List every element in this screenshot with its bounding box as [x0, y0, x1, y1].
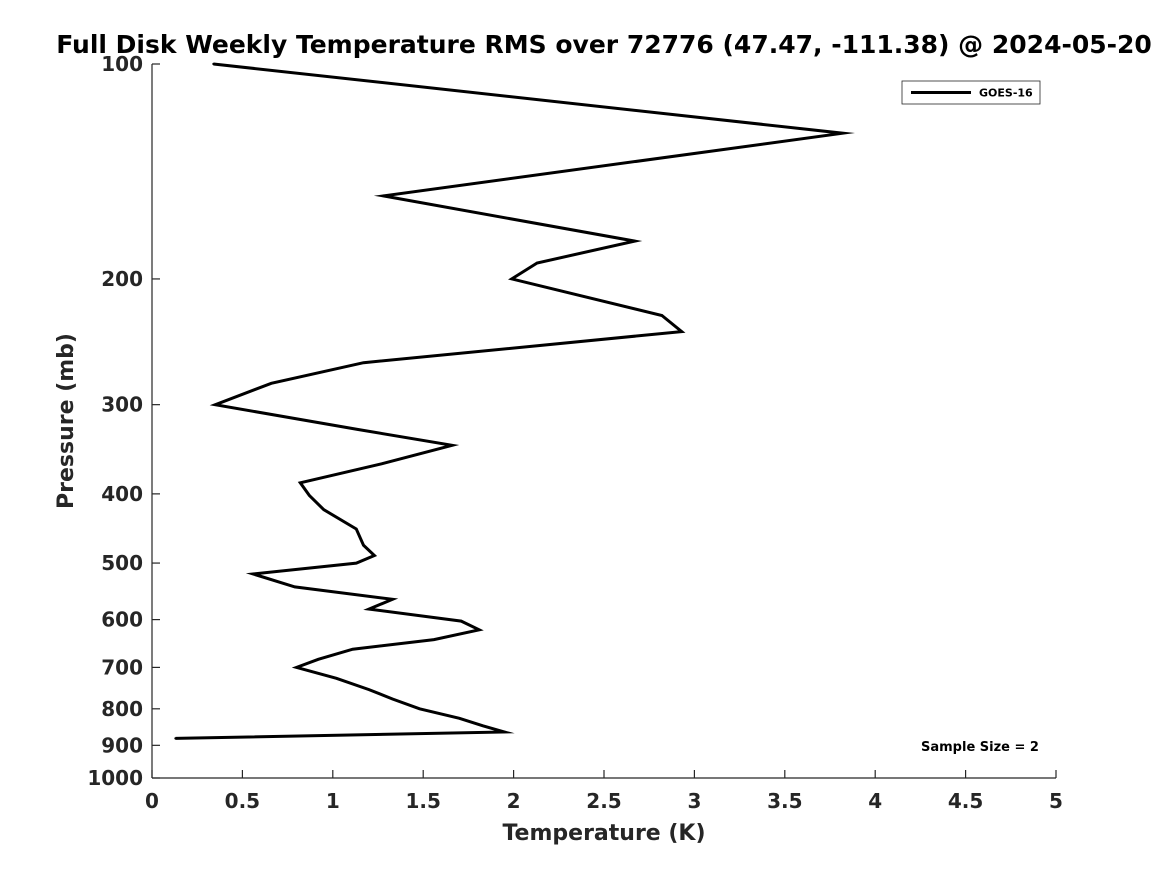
data-point	[355, 561, 358, 565]
data-point	[382, 194, 385, 198]
data-point	[458, 717, 461, 720]
data-point	[391, 697, 394, 701]
data-point	[503, 730, 506, 734]
x-axis-label: Temperature (K)	[502, 821, 705, 846]
data-point	[481, 724, 485, 727]
data-point	[418, 707, 421, 710]
data-point	[299, 481, 302, 484]
x-ticks: 0 0.5 1 1.5 2 2.5 3 3.5 4 4.5 5	[145, 770, 1063, 813]
x-tick-label: 2.5	[586, 789, 621, 813]
data-point	[380, 462, 383, 465]
x-tick-label: 3	[687, 789, 701, 813]
data-point	[351, 648, 354, 651]
data-point	[362, 544, 365, 547]
legend-label-goes-16: GOES-16	[979, 87, 1033, 100]
y-tick-label: 900	[101, 733, 143, 757]
x-tick-label: 1.5	[405, 789, 440, 813]
x-tick-label: 2	[507, 789, 521, 813]
data-point	[214, 403, 217, 406]
data-point	[680, 330, 683, 333]
data-point	[841, 132, 844, 135]
data-point	[252, 572, 255, 576]
y-tick-label: 1000	[87, 766, 143, 790]
data-point	[373, 554, 376, 557]
data-point	[212, 62, 215, 66]
data-point	[510, 277, 513, 281]
x-tick-label: 5	[1049, 789, 1063, 813]
y-tick-label: 600	[101, 608, 143, 632]
sample-size-annotation: Sample Size = 2	[921, 740, 1039, 755]
y-tick-label: 400	[101, 482, 143, 506]
data-point	[660, 314, 664, 317]
data-point	[308, 494, 311, 497]
data-point	[432, 638, 436, 641]
data-point	[367, 688, 371, 691]
legend: GOES-16	[901, 80, 1041, 105]
x-tick-label: 4.5	[948, 789, 983, 813]
data-point	[460, 619, 463, 623]
data-point	[367, 607, 371, 611]
y-axis-label: Pressure (mb)	[54, 333, 79, 509]
series-layer	[174, 62, 855, 740]
chart-title: Full Disk Weekly Temperature RMS over 72…	[56, 30, 1152, 59]
data-point	[295, 666, 298, 669]
data-point	[270, 382, 273, 385]
x-tick-label: 3.5	[767, 789, 802, 813]
x-tick-label: 1	[326, 789, 340, 813]
y-tick-label: 100	[101, 52, 143, 76]
data-point	[478, 628, 481, 631]
x-tick-label: 0	[145, 789, 159, 813]
y-ticks: 100 200 300 400 500 600 700 800 900 1000	[87, 52, 160, 790]
data-point	[362, 361, 365, 364]
y-tick-label: 200	[101, 267, 143, 291]
x-tick-label: 0.5	[225, 789, 260, 813]
data-point	[633, 239, 636, 243]
data-point	[322, 508, 325, 511]
data-point	[293, 585, 296, 589]
x-tick-label: 4	[868, 789, 882, 813]
data-point	[317, 658, 320, 661]
data-point	[535, 261, 539, 265]
data-point	[356, 428, 360, 431]
y-tick-label: 500	[101, 551, 143, 575]
y-tick-label: 800	[101, 697, 143, 721]
data-point	[174, 737, 177, 740]
data-point	[355, 527, 358, 531]
y-tick-label: 300	[101, 393, 143, 417]
data-point	[335, 677, 338, 680]
data-point	[391, 598, 394, 601]
data-point	[450, 444, 454, 447]
y-tick-label: 700	[101, 655, 143, 679]
